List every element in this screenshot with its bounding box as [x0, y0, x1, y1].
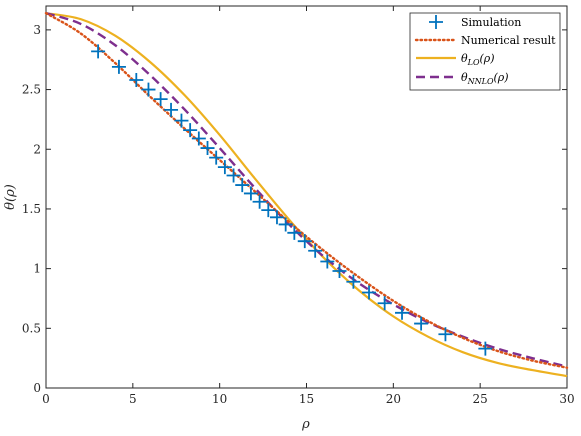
x-tick-label: 15	[299, 392, 314, 406]
y-tick-label: 0	[33, 381, 41, 395]
simulation-point	[141, 82, 156, 97]
x-tick-label: 0	[42, 392, 50, 406]
simulation-point	[91, 44, 106, 59]
legend-label-base: θ	[461, 71, 468, 84]
y-axis-label: θ(ρ)	[3, 184, 18, 210]
legend-label-base: θ	[461, 52, 468, 65]
simulation-point	[111, 59, 126, 74]
simulation-point	[287, 225, 302, 240]
y-tick-label: 1	[33, 262, 41, 276]
x-axis-label: ρ	[301, 417, 310, 432]
simulation-point	[174, 113, 189, 128]
simulation-point	[235, 178, 250, 193]
series-layer	[44, 11, 569, 378]
simulation-point	[217, 160, 232, 175]
y-tick-label: 2.5	[22, 83, 41, 97]
simulation-point	[129, 73, 144, 88]
simulation-point	[209, 150, 224, 165]
series-simulation	[91, 44, 493, 356]
series-line-2	[45, 12, 568, 378]
legend-label-2: θLO(ρ)	[461, 52, 495, 67]
x-tick-label: 5	[129, 392, 137, 406]
legend-swatch-simulation	[429, 15, 443, 29]
legend-label-arg: (ρ)	[480, 52, 495, 65]
legend-label-0: Simulation	[461, 16, 521, 29]
simulation-point	[252, 194, 267, 209]
simulation-point	[346, 274, 361, 289]
simulation-point	[297, 234, 312, 249]
simulation-point	[243, 186, 258, 201]
simulation-point	[226, 168, 241, 183]
simulation-point	[164, 102, 179, 117]
simulation-point	[183, 123, 198, 138]
simulation-point	[332, 264, 347, 279]
simulation-point	[478, 341, 493, 356]
legend-label-arg: (ρ)	[494, 71, 509, 84]
simulation-point	[414, 316, 429, 331]
simulation-point	[395, 305, 410, 320]
simulation-point	[278, 217, 293, 232]
simulation-point	[153, 92, 168, 107]
simulation-point	[308, 243, 323, 258]
y-tick-label: 0.5	[22, 321, 41, 335]
x-tick-label: 20	[386, 392, 401, 406]
simulation-point	[261, 203, 276, 218]
x-tick-label: 30	[559, 392, 574, 406]
simulation-point	[200, 141, 215, 156]
legend-label-3: θNNLO(ρ)	[461, 71, 509, 86]
simulation-point	[320, 254, 335, 269]
legend-label-sub: NNLO	[467, 77, 494, 86]
x-axis-ticks: 0 5 10 15 20 25 30	[42, 6, 575, 406]
legend-label-sub: LO	[467, 58, 480, 67]
y-tick-label: 3	[33, 23, 41, 37]
legend-label-1: Numerical result	[461, 34, 556, 47]
y-axis-ticks: 0 0.5 1 1.5 2 2.5 3	[22, 23, 567, 395]
simulation-point	[362, 285, 377, 300]
x-tick-label: 10	[212, 392, 227, 406]
y-tick-label: 1.5	[22, 202, 41, 216]
simulation-point	[269, 210, 284, 225]
simulation-point	[191, 131, 206, 146]
simulation-point	[438, 327, 453, 342]
x-tick-label: 25	[473, 392, 488, 406]
simulation-point	[377, 296, 392, 311]
y-tick-label: 2	[33, 142, 41, 156]
